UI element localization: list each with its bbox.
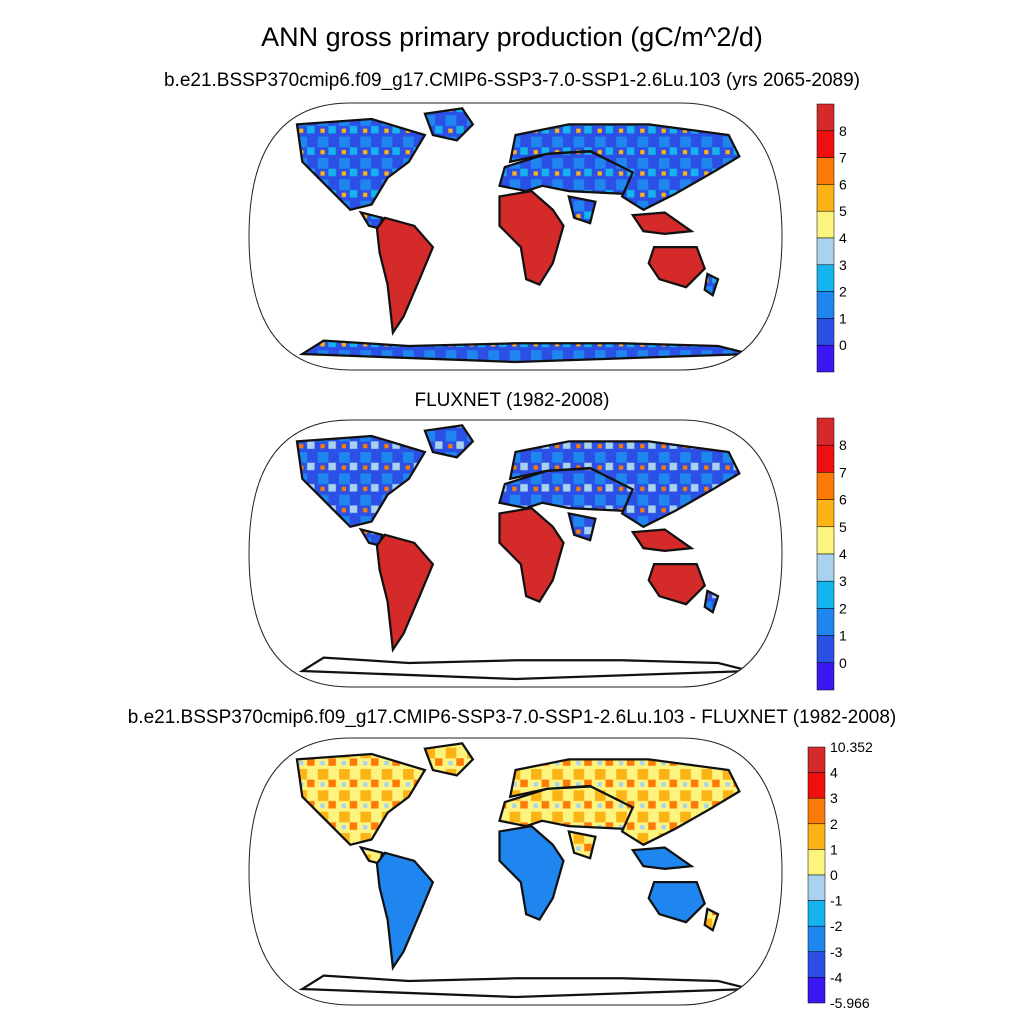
- map-outline: [248, 102, 783, 371]
- colorbar-swatch: [816, 157, 835, 185]
- colorbar-label: -5.966: [830, 995, 870, 1011]
- colorbar-3: 10.352 4 3 2 1 0 -1 -2 -3 -4 -5.966: [807, 739, 873, 1011]
- colorbar-label: 1: [830, 841, 838, 857]
- colorbar-label: 1: [839, 310, 847, 326]
- colorbar-swatch: [816, 291, 835, 319]
- colorbar-swatch: [807, 951, 826, 978]
- colorbar-swatch: [816, 553, 835, 582]
- colorbar-swatch: [816, 237, 835, 266]
- colorbar-label: 0: [839, 655, 847, 671]
- colorbar-swatch: [807, 874, 826, 901]
- map-outline: [248, 737, 783, 1006]
- land-area: [297, 425, 750, 679]
- colorbar-swatch: [807, 977, 826, 1004]
- colorbar-swatch: [807, 823, 826, 850]
- panel-1-title: b.e21.BSSP370cmip6.f09_g17.CMIP6-SSP3-7.…: [163, 70, 861, 91]
- map-panel-1: 8 7 6 5 4 3 2 1 0: [248, 102, 847, 373]
- colorbar-1: 8 7 6 5 4 3 2 1 0: [816, 103, 847, 373]
- colorbar-swatch: [807, 772, 826, 799]
- colorbar-label: 2: [830, 816, 838, 832]
- map-panel-2: 8 7 6 5 4 3 2 1 0: [248, 417, 847, 691]
- colorbar-2: 8 7 6 5 4 3 2 1 0: [816, 417, 847, 691]
- colorbar-swatch: [816, 635, 835, 664]
- colorbar-swatch: [816, 318, 835, 346]
- colorbar-label: 8: [839, 437, 847, 453]
- land-area: [297, 108, 750, 362]
- colorbar-label: 5: [839, 519, 847, 535]
- colorbar-label: 4: [839, 230, 847, 246]
- colorbar-label: 10.352: [830, 739, 873, 755]
- colorbar-swatch: [816, 444, 835, 473]
- colorbar-label: 3: [839, 257, 847, 273]
- colorbar-swatch: [816, 608, 835, 636]
- land-area: [297, 743, 750, 997]
- colorbar-swatch: [816, 103, 835, 132]
- colorbar-label: 7: [839, 464, 847, 480]
- colorbar-swatch: [816, 580, 835, 609]
- colorbar-label: -4: [830, 969, 843, 985]
- colorbar-label: 7: [839, 150, 847, 166]
- colorbar-label: 2: [839, 284, 847, 300]
- colorbar-label: 2: [839, 600, 847, 616]
- colorbar-swatch: [816, 264, 835, 292]
- colorbar-label: 0: [839, 337, 847, 353]
- colorbar-swatch: [816, 417, 835, 446]
- colorbar-swatch: [807, 849, 826, 876]
- colorbar-swatch: [807, 900, 826, 927]
- panel-2-title: FLUXNET (1982-2008): [414, 390, 610, 411]
- colorbar-swatch: [816, 662, 835, 691]
- colorbar-label: 3: [830, 790, 838, 806]
- colorbar-swatch: [816, 344, 835, 373]
- colorbar-swatch: [816, 210, 835, 239]
- colorbar-label: -3: [830, 944, 843, 960]
- colorbar-swatch: [816, 184, 835, 212]
- colorbar-swatch: [816, 472, 835, 500]
- colorbar-label: 6: [839, 492, 847, 508]
- colorbar-swatch: [816, 526, 835, 555]
- panel-3-title: b.e21.BSSP370cmip6.f09_g17.CMIP6-SSP3-7.…: [127, 707, 897, 728]
- colorbar-label: 4: [839, 546, 847, 562]
- colorbar-label: 3: [839, 573, 847, 589]
- colorbar-label: -2: [830, 918, 843, 934]
- colorbar-swatch: [816, 499, 835, 528]
- colorbar-label: 0: [830, 867, 838, 883]
- colorbar-label: 4: [830, 765, 838, 781]
- colorbar-label: 1: [839, 628, 847, 644]
- colorbar-swatch: [807, 797, 826, 825]
- colorbar-label: -1: [830, 893, 843, 909]
- map-outline: [248, 419, 783, 688]
- map-panel-3: 10.352 4 3 2 1 0 -1 -2 -3 -4 -5.966: [248, 737, 873, 1011]
- colorbar-swatch: [807, 925, 826, 953]
- colorbar-swatch: [807, 746, 826, 773]
- colorbar-swatch: [816, 130, 835, 158]
- colorbar-label: 8: [839, 123, 847, 139]
- colorbar-label: 6: [839, 176, 847, 192]
- colorbar-label: 5: [839, 203, 847, 219]
- figure-title: ANN gross primary production (gC/m^2/d): [261, 22, 763, 52]
